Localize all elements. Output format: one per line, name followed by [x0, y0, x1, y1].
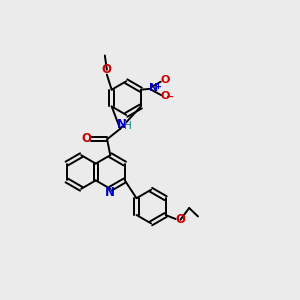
Text: H: H	[124, 121, 132, 131]
Text: +: +	[154, 82, 161, 91]
Text: O: O	[160, 75, 170, 85]
Text: N: N	[149, 83, 158, 93]
Text: N: N	[116, 118, 126, 131]
Text: O: O	[81, 132, 91, 145]
Text: O: O	[161, 91, 170, 101]
Text: −: −	[166, 92, 174, 102]
Text: O: O	[102, 63, 112, 76]
Text: O: O	[176, 213, 185, 226]
Text: N: N	[105, 186, 115, 199]
